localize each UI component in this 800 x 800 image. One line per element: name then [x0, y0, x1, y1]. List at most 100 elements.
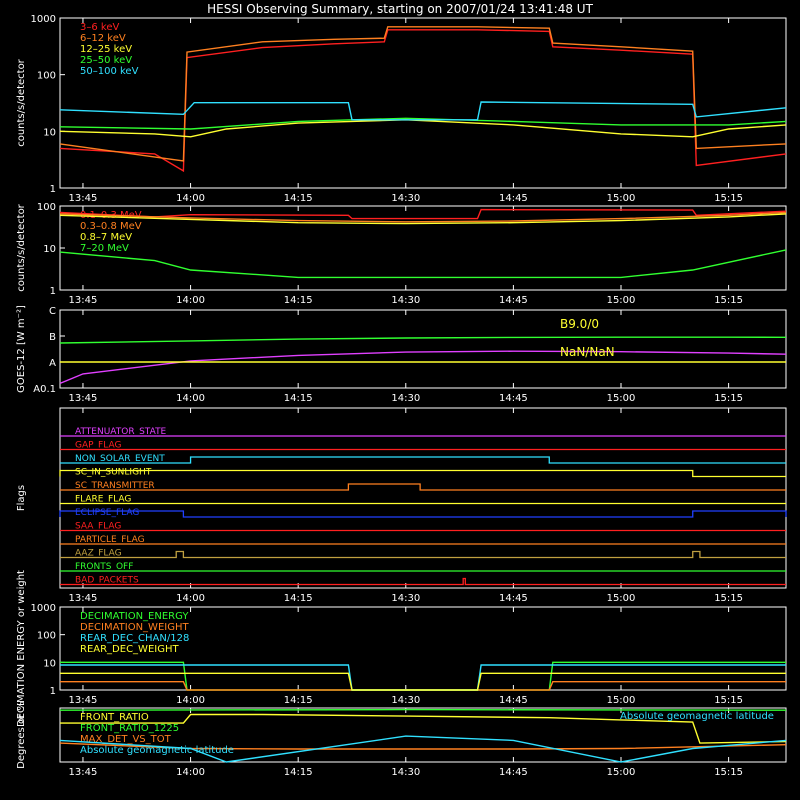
y-tick-label: 10: [43, 127, 56, 138]
y-axis-label: Flags: [16, 485, 27, 511]
series-decimation-energy: [60, 661, 786, 691]
x-tick-label: 14:30: [391, 193, 420, 204]
x-tick-label: 14:00: [176, 193, 205, 204]
flag-label: BAD_PACKETS: [75, 576, 139, 586]
flag-label: SAA_FLAG: [75, 522, 121, 532]
series-50-100-kev: [59, 101, 787, 121]
annotation: NaN/NaN: [560, 345, 615, 359]
legend-entry: MAX_DET_VS_TOT: [80, 734, 172, 745]
annotation: Absolute geomagnetic latitude: [620, 711, 774, 722]
x-tick-label: 15:15: [714, 767, 743, 778]
x-tick-label: 13:45: [69, 695, 98, 706]
x-tick-label: 15:00: [607, 393, 636, 404]
x-tick-label: 15:00: [607, 593, 636, 604]
series-6-12-kev: [59, 26, 787, 162]
legend-entry: 3–6 keV: [80, 22, 119, 33]
panel-flags: Flags 13:45 14:00 14:15 14:30 14:45 15:00 15:15…: [16, 407, 787, 604]
legend-entry: DECIMATION_WEIGHT: [80, 622, 189, 633]
chart-title: HESSI Observing Summary, starting on 200…: [207, 2, 593, 16]
x-tick-label: 14:15: [284, 695, 313, 706]
y-tick-label: 1: [50, 686, 56, 697]
x-tick-label: 15:15: [714, 593, 743, 604]
series-goes-high: [59, 336, 787, 344]
panel-frame: [59, 17, 787, 189]
flag-line-sc-in-sunlight: [59, 469, 786, 478]
x-tick-label: 14:15: [284, 295, 313, 306]
legend-entry: REAR_DEC_WEIGHT: [80, 644, 179, 655]
x-tick-label: 14:45: [499, 593, 528, 604]
series-7-20-mev: [59, 249, 787, 279]
x-tick-label: 14:15: [284, 593, 313, 604]
x-tick-label: 14:00: [176, 695, 205, 706]
flag-line-eclipse-flag: [59, 510, 787, 518]
series-0-8-7-mev: [59, 213, 787, 225]
x-tick-label: 14:30: [391, 767, 420, 778]
y-tick-label: 10: [43, 658, 56, 669]
panel-frame: [59, 407, 787, 589]
series-front-ratio: [60, 713, 787, 744]
y-axis-label: DECIMATION ENERGY or weight: [16, 570, 27, 727]
x-tick-label: 14:45: [499, 393, 528, 404]
x-tick-label: 14:15: [284, 393, 313, 404]
x-tick-label: 15:15: [714, 295, 743, 306]
x-tick-label: 14:00: [176, 295, 205, 306]
flag-label: ECLIPSE_FLAG: [75, 508, 139, 518]
flag-label: SC_TRANSMITTER: [75, 481, 155, 491]
x-tick-label: 15:15: [714, 695, 743, 706]
series-rear-dec-weight: [60, 672, 786, 691]
y-tick-label: 10: [43, 244, 56, 255]
y-tick-label: A: [49, 358, 56, 369]
flag-label: FRONTS_OFF: [75, 562, 133, 572]
x-tick-label: 13:45: [69, 767, 98, 778]
x-tick-label: 13:45: [69, 393, 98, 404]
x-tick-label: 15:00: [607, 193, 636, 204]
panel-rates_low: 1 10 100 1000 counts/s/detector 13:45 14:00 14:…: [16, 14, 787, 204]
y-tick-label: 1: [50, 184, 56, 195]
series-0-1-0-3-mev: [59, 208, 787, 220]
x-tick-label: 15:15: [714, 193, 743, 204]
x-tick-label: 14:00: [176, 767, 205, 778]
flag-label: AAZ_FLAG: [75, 549, 122, 559]
flag-label: NON_SOLAR_EVENT: [75, 454, 165, 464]
panel-ratios: Degrees or % 13:45 14:00 14:15 14:30 14:45 15:…: [16, 701, 787, 778]
legend-entry: 0.3–0.8 MeV: [80, 221, 142, 232]
panel-rates_high: 1 10 100 counts/s/detector 13:45 14:00 14:15 14…: [16, 202, 787, 306]
y-tick-label: 1: [50, 286, 56, 297]
flag-line-sc-transmitter: [60, 483, 786, 491]
flag-line-bad-packets: [60, 577, 786, 586]
flag-label: SC_IN_SUNLIGHT: [75, 468, 152, 478]
x-tick-label: 13:45: [69, 295, 98, 306]
y-tick-label: 1000: [31, 603, 56, 614]
legend-entry: 25–50 keV: [80, 55, 132, 66]
panel-frame: [59, 707, 787, 763]
flag-label: FLARE_FLAG: [75, 495, 131, 505]
series-0-3-0-8-mev: [59, 211, 787, 223]
y-tick-label: C: [49, 306, 56, 317]
x-tick-label: 15:00: [607, 695, 636, 706]
legend-entry: 50–100 keV: [80, 66, 139, 77]
flag-label: ATTENUATOR_STATE: [75, 427, 167, 437]
y-axis-label: GOES-12 [W m⁻²]: [16, 305, 27, 393]
series-rear-dec-chan-128: [60, 664, 786, 691]
legend-entry: 0.8–7 MeV: [80, 232, 132, 243]
x-tick-label: 14:30: [391, 593, 420, 604]
series-3-6-kev: [59, 29, 787, 173]
y-tick-label: 100: [37, 71, 56, 82]
y-axis-label: Degrees or %: [16, 701, 27, 769]
x-tick-label: 15:00: [607, 295, 636, 306]
series-decimation-weight: [60, 681, 786, 691]
series-absolute-geomagnetic-latitude: [59, 735, 787, 763]
x-tick-label: 14:30: [391, 393, 420, 404]
legend-entry: FRONT_RATIO: [80, 712, 149, 723]
panel-goes: A0.1 A B C GOES-12 [W m⁻²] 13:45 14:00 14:15 14:…: [16, 305, 787, 404]
flag-label: PARTICLE_FLAG: [75, 535, 145, 545]
flag-line-aaz-flag: [60, 550, 786, 559]
x-tick-label: 15:15: [714, 393, 743, 404]
x-tick-label: 14:30: [391, 295, 420, 306]
y-axis-label: counts/s/detector: [16, 58, 27, 146]
y-tick-label: B: [49, 332, 56, 343]
x-tick-label: 14:15: [284, 767, 313, 778]
series-front-ratio-1225: [59, 708, 787, 711]
legend-entry: 12–25 keV: [80, 44, 132, 55]
x-tick-label: 14:45: [499, 767, 528, 778]
